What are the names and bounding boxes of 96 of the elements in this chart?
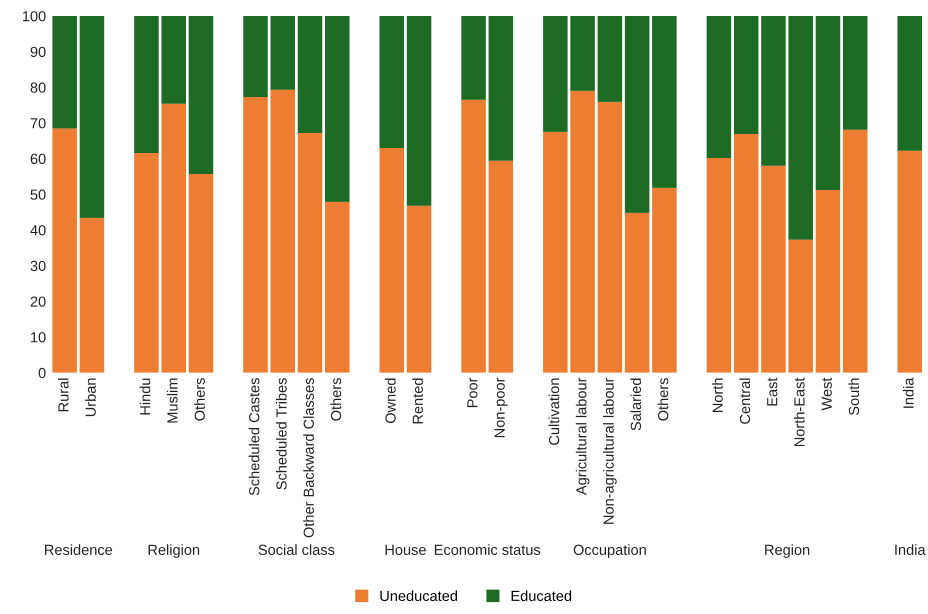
bar [842,16,868,130]
y-tick-label: 30 [30,260,46,272]
x-tick-label: Others [330,378,342,421]
bar [761,16,786,166]
bar [188,16,214,174]
bar [461,16,486,100]
bar [598,102,622,373]
bar [488,160,514,373]
bar [270,90,296,373]
bar [298,132,322,373]
bar [624,16,650,213]
bar [380,148,404,373]
x-tick-label: Cultivation [548,378,560,445]
bar [80,218,104,373]
y-tick-label: 0 [38,368,46,378]
text: Religion [148,544,200,558]
x-tick-label: Rural [58,378,69,412]
bar [734,16,758,134]
bar [243,96,268,373]
x-tick-label: West [822,378,832,410]
x-tick-label: Other Backward Classes [303,378,314,538]
y-tick-label: 50 [30,189,46,200]
bar [788,240,813,373]
bar [325,16,350,202]
bar [816,190,840,373]
bar [461,100,486,373]
x-tick-label: Scheduled Castes [248,378,260,496]
y-tick-label: 40 [30,225,46,236]
bar [52,128,77,373]
x-tick-label: Scheduled Tribes [276,378,287,490]
legend-label: Educated [512,590,572,602]
text: Economic status [434,544,540,555]
text: Residence [45,544,112,555]
bar [624,212,650,373]
bar [543,16,568,132]
bar [897,150,922,373]
bar [570,16,595,91]
bar [734,134,758,373]
x-tick-label: East [767,378,778,406]
y-tick-label: 70 [30,118,46,128]
bar [161,16,186,104]
text: Region [765,544,810,558]
text: House [386,544,426,555]
y-tick-label: 80 [30,82,46,93]
bar [325,202,350,373]
bar [652,16,677,188]
bar [298,16,322,133]
x-tick-label: Others [194,378,205,421]
bar [598,16,622,102]
bar [488,16,514,161]
x-tick-label: India [902,378,914,408]
bar [816,16,840,190]
y-tick-label: 20 [30,296,46,307]
y-tick-label: 60 [30,154,46,164]
bar [380,16,404,148]
bar [188,174,214,373]
x-tick-label: North-East [794,378,805,446]
y-tick-label: 100 [22,11,46,22]
bar [842,130,868,373]
x-tick-label: North [712,378,723,412]
text: Occupation [574,544,646,558]
bar [706,158,732,373]
bar [406,206,432,373]
bar [270,16,296,90]
x-tick-label: Rented [412,378,423,424]
bar [570,90,595,373]
x-tick-label: Salaried [630,378,642,430]
bar [652,188,677,373]
x-tick-label: Agricultural labour [576,378,590,496]
text: Social class [258,544,334,555]
bar [134,16,159,153]
x-tick-label: Non-agricultural labour [603,378,617,524]
y-tick-label: 10 [31,332,46,342]
bar [897,16,922,151]
bar [52,16,77,128]
x-tick-label: Urban [85,378,96,416]
bar [761,166,786,373]
legend-label: Uneducated [380,590,457,602]
x-tick-label: Central [739,378,750,424]
bar [706,16,732,158]
x-tick-label: Others [658,378,668,421]
x-tick-label: Owned [384,378,396,424]
bar [543,132,568,373]
x-tick-label: Poor [467,378,478,408]
text: India [895,544,926,555]
x-tick-label: Hindu [140,378,150,414]
x-tick-label: South [848,378,860,416]
bar [788,16,813,240]
bar [161,104,186,373]
bar [406,16,432,206]
bar [80,16,104,218]
x-tick-label: Muslim [166,378,178,423]
x-tick-label: Non-poor [494,378,508,438]
bar [134,152,159,373]
bar [243,16,268,97]
y-tick-label: 90 [30,46,46,58]
